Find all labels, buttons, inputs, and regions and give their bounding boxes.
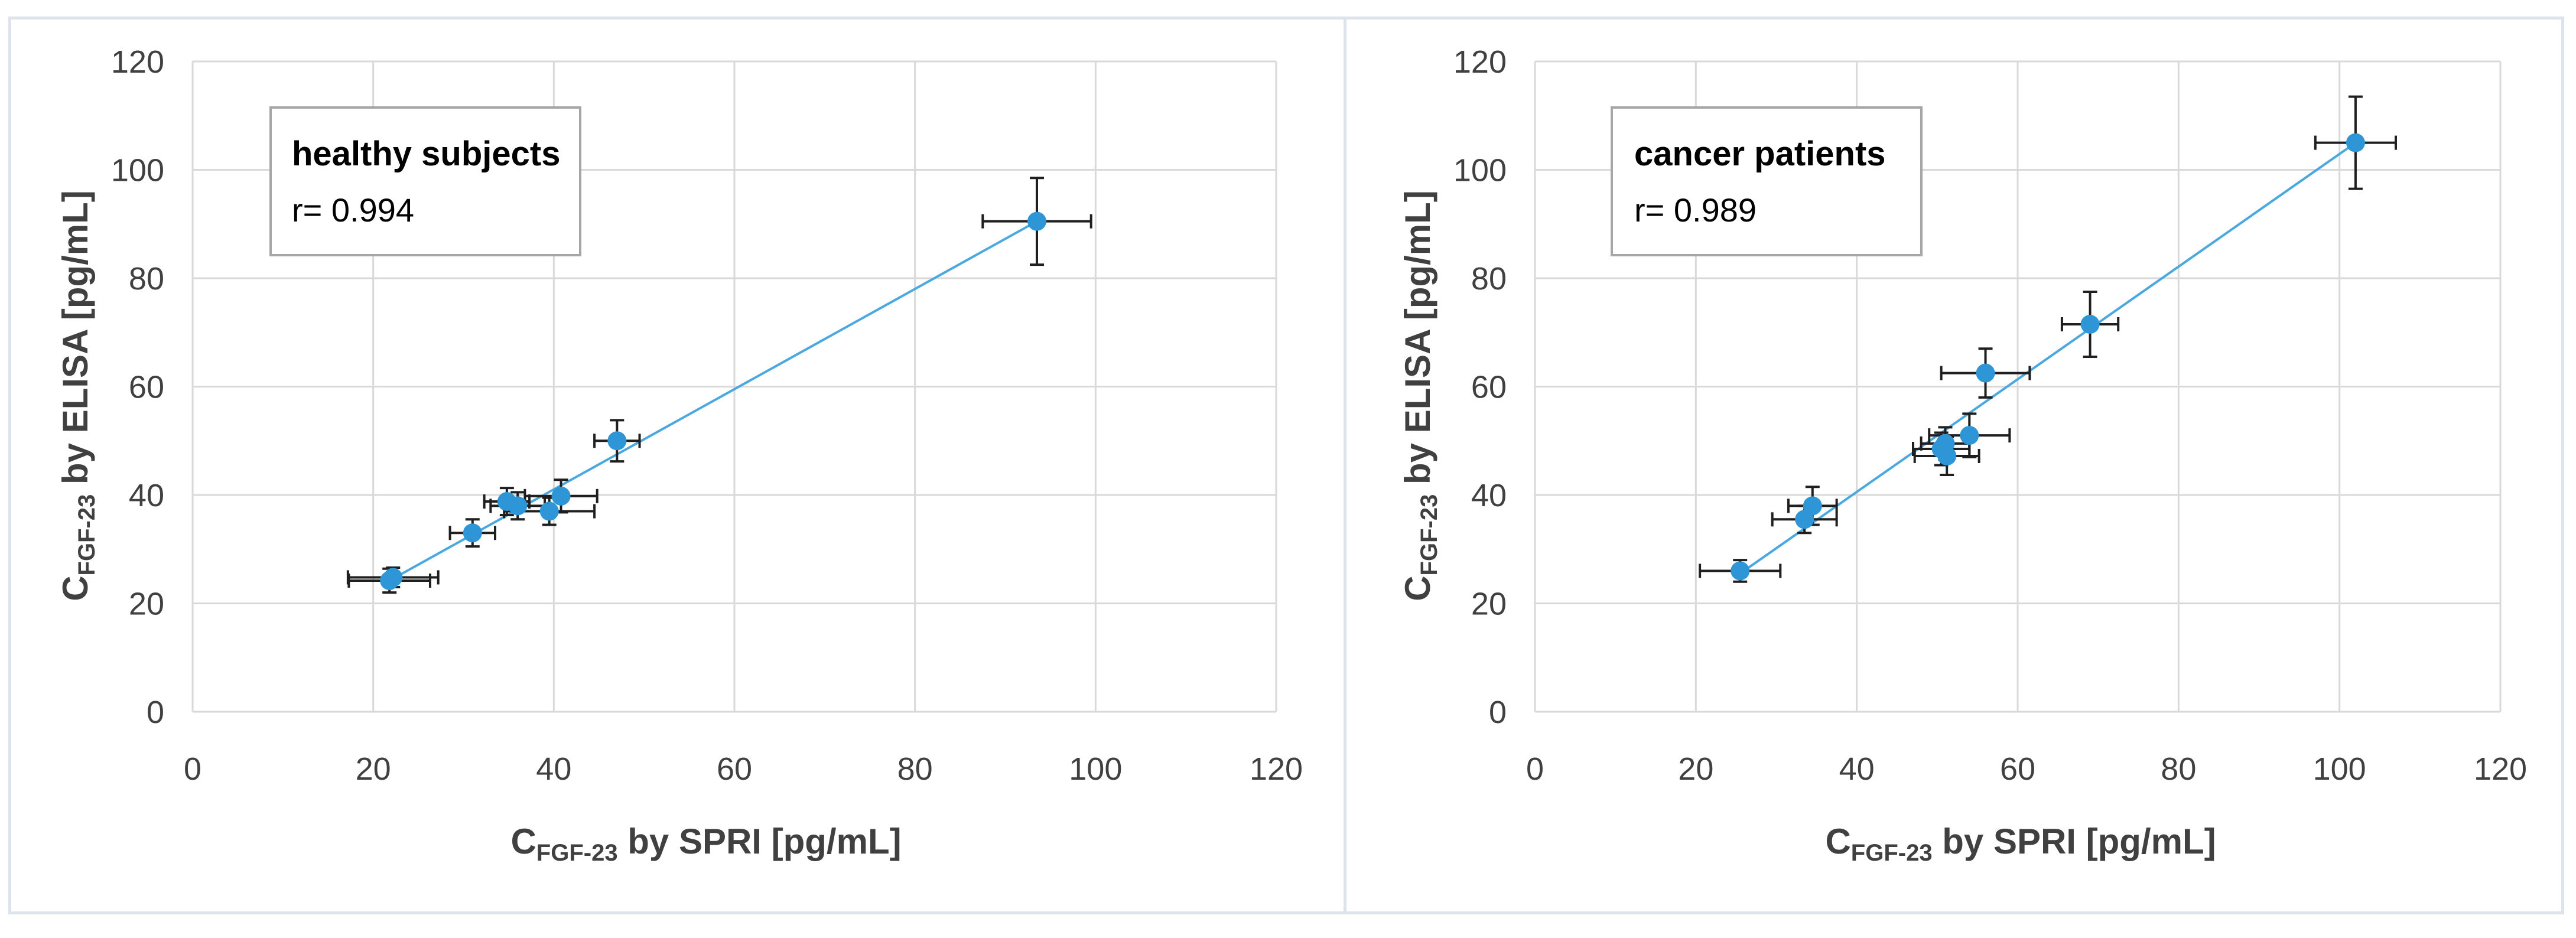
- data-point: [1027, 211, 1046, 231]
- y-tick-label: 80: [129, 261, 164, 297]
- y-tick-label: 100: [111, 153, 164, 188]
- x-tick-label: 0: [184, 751, 201, 787]
- x-tick-label: 40: [1839, 751, 1875, 787]
- x-tick-label: 120: [1250, 751, 1303, 787]
- data-point: [1976, 363, 1995, 383]
- legend-correlation: r= 0.989: [1634, 191, 1757, 229]
- data-point: [551, 486, 571, 506]
- x-tick-label: 20: [356, 751, 391, 787]
- x-tick-label: 0: [1526, 751, 1544, 787]
- chart-cancer-patients: 0 20 40 60 80 100 120 0 20 40 60 80 100 120 CFGF-23 …: [1398, 44, 2527, 866]
- x-tick-label: 80: [2161, 751, 2196, 787]
- y-axis-label: CFGF-23 by ELISA [pg/mL]: [1398, 190, 1442, 601]
- trendline: [1739, 141, 2357, 575]
- data-points: [380, 211, 1046, 590]
- data-point: [607, 431, 627, 451]
- legend-box: cancer patients r= 0.989: [1611, 106, 1923, 256]
- x-tick-labels: 0 20 40 60 80 100 120: [184, 751, 1303, 787]
- y-tick-label: 60: [129, 370, 164, 405]
- chart-panel-healthy: [8, 17, 1349, 914]
- trendline-segment: [1739, 141, 2357, 575]
- data-point: [1960, 426, 1979, 445]
- data-point: [1731, 561, 1750, 581]
- trendline: [389, 220, 1037, 582]
- data-point: [1937, 446, 1957, 465]
- data-point: [2346, 133, 2365, 152]
- data-point: [1803, 496, 1822, 516]
- data-point: [463, 523, 482, 543]
- y-tick-label: 20: [1471, 587, 1507, 622]
- x-tick-label: 80: [897, 751, 933, 787]
- y-tick-label: 0: [1489, 695, 1507, 730]
- trendline-segment: [389, 220, 1037, 582]
- x-tick-labels: 0 20 40 60 80 100 120: [1526, 751, 2527, 787]
- legend-box: healthy subjects r= 0.994: [269, 106, 581, 256]
- y-tick-labels: 0 20 40 60 80 100 120: [111, 44, 164, 730]
- x-tick-label: 60: [717, 751, 752, 787]
- data-points: [1731, 133, 2365, 581]
- legend-title: cancer patients: [1634, 135, 1886, 173]
- y-tick-label: 20: [129, 587, 164, 622]
- y-tick-label: 60: [1471, 370, 1507, 405]
- data-point: [2080, 314, 2100, 334]
- y-tick-labels: 0 20 40 60 80 100 120: [1453, 44, 1507, 730]
- y-tick-label: 40: [1471, 478, 1507, 513]
- chart-panel-cancer: [1344, 17, 2564, 914]
- x-tick-label: 120: [2474, 751, 2527, 787]
- x-tick-label: 20: [1678, 751, 1713, 787]
- y-tick-label: 80: [1471, 261, 1507, 297]
- y-tick-label: 40: [129, 478, 164, 513]
- x-axis-label: CFGF-23 by SPRI [pg/mL]: [1825, 822, 2216, 866]
- x-tick-label: 60: [2000, 751, 2035, 787]
- y-tick-label: 120: [111, 44, 164, 80]
- legend-correlation: r= 0.994: [292, 191, 414, 229]
- data-point: [383, 568, 403, 587]
- x-tick-label: 40: [536, 751, 571, 787]
- y-tick-label: 100: [1453, 153, 1507, 188]
- data-point: [539, 501, 559, 521]
- data-point: [508, 496, 528, 516]
- chart-healthy-subjects: 0 20 40 60 80 100 120 0 20 40 60 80 100 120 CFGF-23 …: [56, 44, 1303, 866]
- grid-lines: [191, 60, 1277, 713]
- x-axis-label: CFGF-23 by SPRI [pg/mL]: [510, 822, 901, 866]
- legend-title: healthy subjects: [292, 135, 560, 173]
- y-axis-label: CFGF-23 by ELISA [pg/mL]: [56, 190, 100, 601]
- x-tick-label: 100: [2313, 751, 2366, 787]
- y-tick-label: 120: [1453, 44, 1507, 80]
- x-tick-label: 100: [1069, 751, 1122, 787]
- grid-lines: [1534, 60, 2502, 713]
- y-tick-label: 0: [147, 695, 164, 730]
